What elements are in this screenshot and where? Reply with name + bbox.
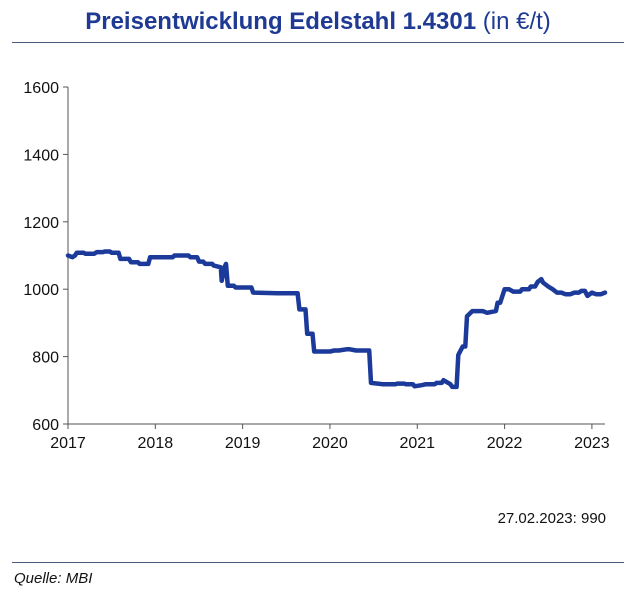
footer-divider <box>12 562 624 563</box>
chart-title-unit: (in €/t) <box>482 8 551 35</box>
y-tick-label: 1200 <box>23 215 59 232</box>
y-tick-label: 1600 <box>23 80 59 97</box>
x-tick-label: 2017 <box>50 435 86 452</box>
x-tick-label: 2023 <box>574 435 610 452</box>
source-note: Quelle: MBI <box>14 570 93 587</box>
y-tick-label: 1000 <box>23 282 59 299</box>
x-tick-label: 2020 <box>312 435 348 452</box>
y-tick-label: 600 <box>32 417 59 434</box>
chart-title: Preisentwicklung Edelstahl 1.4301 (in €/… <box>12 8 624 36</box>
x-tick-label: 2019 <box>225 435 261 452</box>
x-tick-label: 2018 <box>138 435 174 452</box>
x-tick-label: 2022 <box>487 435 523 452</box>
x-tick-label: 2021 <box>399 435 435 452</box>
y-tick-label: 1400 <box>23 147 59 164</box>
latest-value-annotation: 27.02.2023: 990 <box>497 510 606 527</box>
chart-title-main: Preisentwicklung Edelstahl 1.4301 <box>85 8 477 35</box>
y-tick-label: 800 <box>32 350 59 367</box>
price-line-series <box>65 249 608 390</box>
title-divider <box>12 42 624 43</box>
